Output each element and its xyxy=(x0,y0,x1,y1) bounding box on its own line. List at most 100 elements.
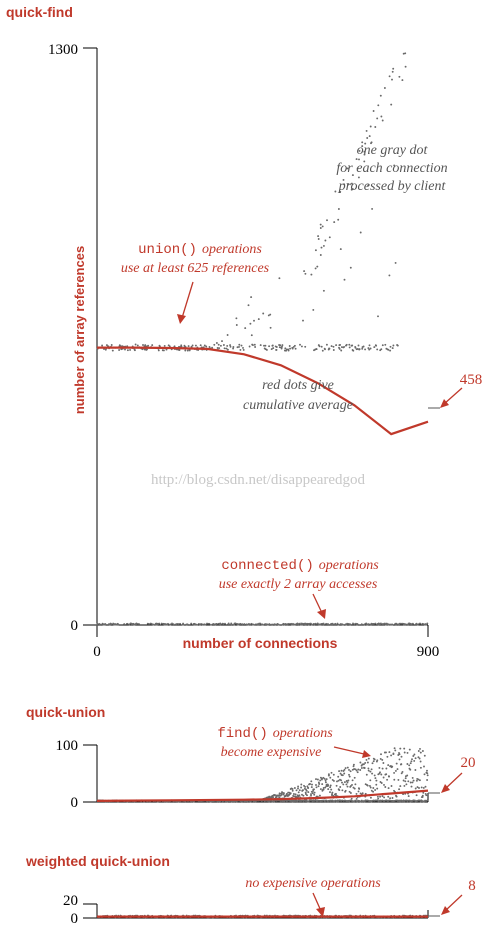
quick-find-dot xyxy=(118,349,121,351)
quick-find-dot xyxy=(334,622,337,625)
quick-union-dot xyxy=(372,790,375,793)
quick-find-dot xyxy=(381,344,384,347)
quick-union-dot xyxy=(417,756,420,759)
quick-find-dot xyxy=(379,94,382,97)
quick-find-dot xyxy=(96,622,99,625)
quick-find-dot xyxy=(411,622,414,625)
quick-find-dot xyxy=(280,347,283,350)
find-annotation-arrow xyxy=(333,746,365,755)
union-arrow-head xyxy=(177,314,186,324)
quick-union-dot xyxy=(365,773,368,776)
quick-union-dot xyxy=(383,783,385,786)
quick-union-dot xyxy=(399,785,402,788)
quick-find-axes xyxy=(83,47,429,637)
quick-union-dot xyxy=(302,789,304,792)
watermark: http://blog.csdn.net/disappearedgod xyxy=(151,472,366,488)
quick-union-dot xyxy=(278,796,281,799)
quick-find-dot xyxy=(362,345,365,348)
quick-find-dot xyxy=(275,348,278,351)
quick-union-dot xyxy=(302,794,305,797)
quick-union-dot xyxy=(318,794,321,797)
quick-union-dot xyxy=(301,793,303,796)
quick-union-dot xyxy=(369,786,372,789)
quick-find-dot xyxy=(186,349,189,352)
quick-union-dot xyxy=(329,776,332,779)
quick-union-dot xyxy=(319,779,322,782)
quick-union-dot xyxy=(384,786,387,788)
quick-find-dot xyxy=(253,343,256,346)
quick-union-dot xyxy=(336,780,338,783)
quick-union-dot xyxy=(404,777,407,780)
quick-find-dot xyxy=(404,623,407,626)
quick-union-dot xyxy=(387,795,390,798)
connected-annotation-line2: use exactly 2 array accesses xyxy=(219,577,378,592)
weighted-arrow-head xyxy=(316,907,325,917)
quick-union-dot xyxy=(300,783,303,786)
quick-union-final-value: 20 xyxy=(461,755,476,771)
quick-find-dot xyxy=(230,623,233,626)
quick-find-dot xyxy=(201,623,204,626)
quick-find-gray-dots xyxy=(96,52,429,626)
quick-find-dot xyxy=(211,346,214,349)
quick-find-dot xyxy=(287,349,290,352)
quick-find-dot xyxy=(238,345,240,348)
quick-find-dot xyxy=(294,347,297,350)
quick-find-dot xyxy=(215,622,218,625)
quick-union-dot xyxy=(394,769,397,772)
quick-union-dot xyxy=(406,774,409,777)
quick-find-dot xyxy=(361,145,364,148)
quick-union-dot xyxy=(322,786,325,789)
quick-find-dot xyxy=(394,261,397,264)
quick-find-dot xyxy=(391,347,394,350)
quick-union-dot xyxy=(341,781,343,784)
quick-find-dot xyxy=(369,347,372,350)
quick-union-dot xyxy=(352,763,355,766)
quick-union-dot xyxy=(332,773,335,776)
quick-find-final-arrow xyxy=(443,387,463,405)
quick-union-dot xyxy=(331,793,333,796)
quick-find-dot xyxy=(262,312,265,315)
quick-union-dot xyxy=(419,766,422,769)
quick-find-dot xyxy=(218,347,221,350)
quick-union-dot xyxy=(293,787,296,789)
quick-union-dot xyxy=(410,785,413,788)
quick-find-dot xyxy=(272,347,275,350)
quick-union-dot xyxy=(342,783,345,786)
quick-find-dot xyxy=(314,267,317,270)
quick-find-dot xyxy=(124,348,126,351)
quick-union-dot xyxy=(355,797,358,800)
quick-union-dot xyxy=(335,784,338,787)
quick-union-dot xyxy=(304,791,307,794)
quick-find-dot xyxy=(317,238,320,240)
quick-find-dot xyxy=(319,254,322,256)
quick-union-dot xyxy=(373,774,376,777)
quick-union-dot xyxy=(420,786,423,789)
quick-union-dot xyxy=(338,770,341,773)
quick-union-dot xyxy=(419,751,422,754)
quick-union-dot xyxy=(317,785,320,788)
quick-find-dot xyxy=(368,348,371,351)
quick-find-dot xyxy=(356,622,359,625)
quick-union-dot xyxy=(318,782,321,785)
quick-find-x-axis-label: number of connections xyxy=(183,635,338,651)
quick-find-dot xyxy=(250,296,253,299)
quick-find-dot xyxy=(365,129,368,132)
quick-find-dot xyxy=(188,349,191,352)
find-text: operations xyxy=(273,726,333,741)
quick-union-dot xyxy=(400,763,403,766)
quick-union-dot xyxy=(413,753,416,756)
quick-union-dot xyxy=(310,780,313,783)
quick-union-dot xyxy=(403,747,406,750)
quick-find-dot xyxy=(205,345,208,348)
quick-union-dot xyxy=(308,783,311,785)
quick-find-dot xyxy=(331,622,334,625)
quick-union-dot xyxy=(408,748,411,751)
quick-union-dot xyxy=(373,758,376,761)
quick-find-dot xyxy=(180,344,183,347)
quick-find-dot xyxy=(338,347,341,350)
quick-union-dot xyxy=(355,769,358,772)
quick-find-dot xyxy=(379,622,382,625)
quick-union-dot xyxy=(369,779,372,782)
quick-union-dot xyxy=(422,791,425,794)
